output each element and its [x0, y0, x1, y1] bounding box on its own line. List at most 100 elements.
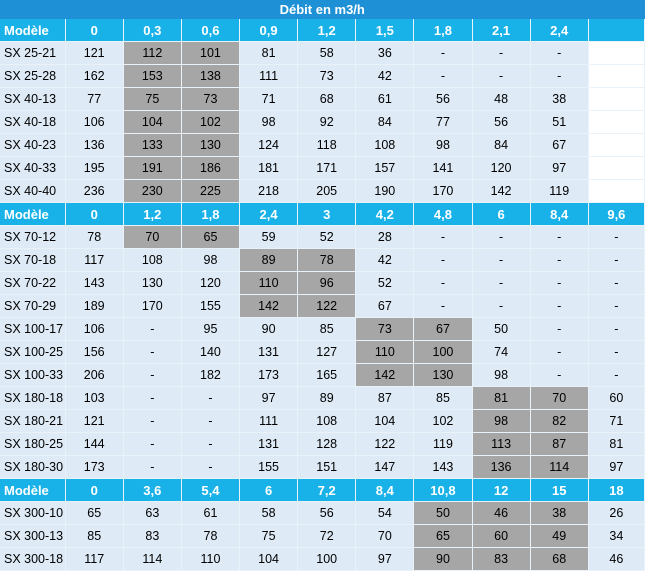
- head-value-cell: 92: [297, 110, 357, 134]
- head-value-cell: 42: [355, 64, 415, 88]
- head-value-cell: -: [123, 455, 182, 479]
- model-name-cell: SX 180-25: [0, 432, 66, 456]
- head-value-cell: 142: [472, 179, 531, 203]
- head-value-cell: [588, 179, 645, 203]
- head-value-cell: 142: [355, 363, 415, 387]
- head-value-cell: 130: [123, 271, 182, 295]
- head-value-cell: 186: [181, 156, 241, 180]
- head-value-cell: 103: [65, 386, 124, 410]
- table-row: SX 40-33 195 191 186 181 171 157 141 120 97: [0, 156, 645, 180]
- head-value-cell: 225: [181, 179, 241, 203]
- head-value-cell: 82: [530, 409, 589, 433]
- head-value-cell: 74: [472, 340, 531, 364]
- head-value-cell: 96: [297, 271, 357, 295]
- head-value-cell: 110: [239, 271, 299, 295]
- head-value-cell: 122: [297, 294, 357, 318]
- head-value-cell: 75: [239, 524, 299, 548]
- head-value-cell: -: [472, 64, 531, 88]
- head-value-cell: -: [472, 248, 531, 272]
- head-value-cell: 173: [65, 455, 124, 479]
- head-value-cell: 104: [123, 110, 182, 134]
- model-name-cell: SX 25-28: [0, 64, 66, 88]
- model-name-cell: SX 180-21: [0, 409, 66, 433]
- column-header-flow: 1,2: [297, 19, 357, 42]
- head-value-cell: 26: [588, 501, 645, 525]
- head-value-cell: -: [472, 225, 531, 249]
- head-value-cell: -: [123, 317, 182, 341]
- head-value-cell: -: [123, 386, 182, 410]
- head-value-cell: -: [530, 363, 589, 387]
- head-value-cell: -: [588, 294, 645, 318]
- head-value-cell: 143: [413, 455, 473, 479]
- column-header-flow: 5,4: [181, 478, 241, 502]
- head-value-cell: 46: [588, 547, 645, 571]
- head-value-cell: 131: [239, 432, 299, 456]
- head-value-cell: [588, 133, 645, 157]
- head-value-cell: 54: [355, 501, 415, 525]
- head-value-cell: 70: [530, 386, 589, 410]
- head-value-cell: 56: [472, 110, 531, 134]
- model-name-cell: SX 70-18: [0, 248, 66, 272]
- head-value-cell: 84: [472, 133, 531, 157]
- column-header-flow: 0: [65, 202, 124, 226]
- head-value-cell: 65: [65, 501, 124, 525]
- head-value-cell: 111: [239, 409, 299, 433]
- head-value-cell: 120: [472, 156, 531, 180]
- head-value-cell: 106: [65, 317, 124, 341]
- head-value-cell: 46: [472, 501, 531, 525]
- column-header-flow: 7,2: [297, 478, 357, 502]
- head-value-cell: 108: [297, 409, 357, 433]
- head-value-cell: -: [588, 271, 645, 295]
- head-value-cell: 142: [239, 294, 299, 318]
- head-value-cell: 58: [239, 501, 299, 525]
- table-row: SX 70-29 189 170 155 142 122 67- - - -: [0, 294, 645, 318]
- head-value-cell: 136: [472, 455, 531, 479]
- column-header-flow: 1,8: [413, 19, 473, 42]
- head-value-cell: 133: [123, 133, 182, 157]
- head-value-cell: -: [530, 271, 589, 295]
- column-header-flow: 0: [65, 478, 124, 502]
- head-value-cell: -: [181, 386, 241, 410]
- column-header-flow: 0,3: [123, 19, 182, 42]
- head-value-cell: 63: [123, 501, 182, 525]
- head-value-cell: 89: [239, 248, 299, 272]
- head-value-cell: -: [588, 317, 645, 341]
- head-value-cell: 130: [181, 133, 241, 157]
- head-value-cell: 124: [239, 133, 299, 157]
- head-value-cell: 119: [413, 432, 473, 456]
- head-value-cell: 157: [355, 156, 415, 180]
- column-header-flow: 4,2: [355, 202, 415, 226]
- head-value-cell: 114: [530, 455, 589, 479]
- head-value-cell: 51: [530, 110, 589, 134]
- column-header-flow: 3: [297, 202, 357, 226]
- head-value-cell: 120: [181, 271, 241, 295]
- column-header-flow: 6: [472, 202, 531, 226]
- head-value-cell: 65: [413, 524, 473, 548]
- head-value-cell: 42: [355, 248, 415, 272]
- head-value-cell: 81: [588, 432, 645, 456]
- head-value-cell: 87: [530, 432, 589, 456]
- head-value-cell: 52: [297, 225, 357, 249]
- head-value-cell: -: [588, 340, 645, 364]
- head-value-cell: 155: [239, 455, 299, 479]
- table-row: SX 70-22 143 130 120 110 96 52- - - -: [0, 271, 645, 295]
- head-value-cell: 112: [123, 41, 182, 65]
- head-value-cell: [588, 87, 645, 111]
- column-header-model: Modèle: [0, 202, 66, 226]
- column-header-flow: 15: [530, 478, 589, 502]
- head-value-cell: 78: [65, 225, 124, 249]
- model-name-cell: SX 300-10: [0, 501, 66, 525]
- model-name-cell: SX 40-23: [0, 133, 66, 157]
- table-row: SX 25-21 121 112 101 81 58 36- - -: [0, 41, 645, 65]
- head-value-cell: 170: [413, 179, 473, 203]
- head-value-cell: 75: [123, 87, 182, 111]
- head-value-cell: -: [588, 225, 645, 249]
- table-row: SX 40-40 236 230 225 218 205 190 170 142 119: [0, 179, 645, 203]
- head-value-cell: 71: [239, 87, 299, 111]
- head-value-cell: 36: [355, 41, 415, 65]
- head-value-cell: 67: [413, 317, 473, 341]
- header-row: Modèle 0 3,6 5,4 6 7,2 8,4 10,8 12 15 18: [0, 478, 645, 502]
- head-value-cell: 111: [239, 64, 299, 88]
- head-value-cell: [588, 64, 645, 88]
- head-value-cell: 104: [355, 409, 415, 433]
